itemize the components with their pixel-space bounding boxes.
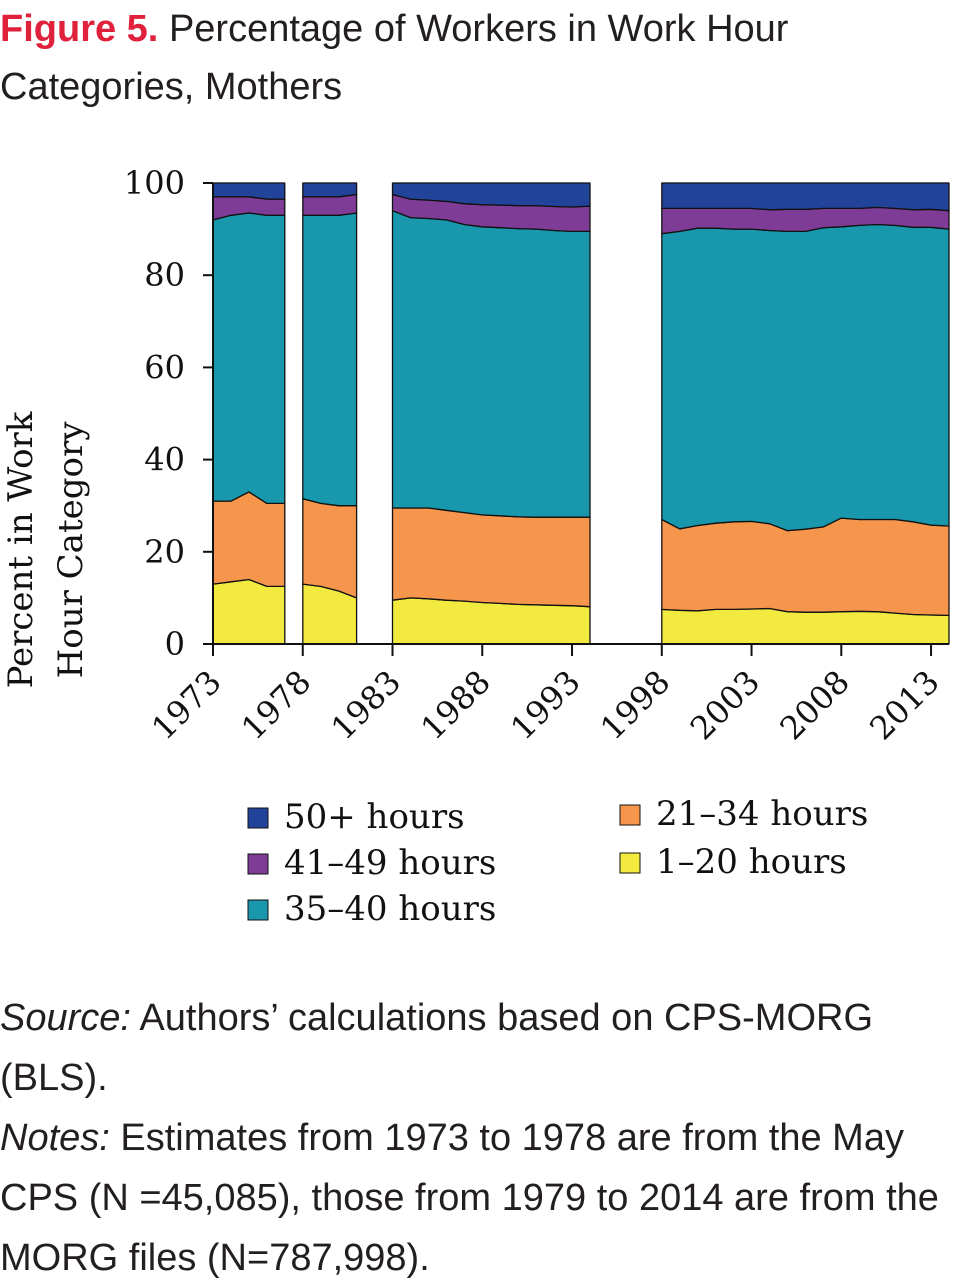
notes: Notes: Estimates from 1973 to 1978 are f… — [0, 1108, 950, 1288]
area-segment-3-series-2 — [391, 507, 591, 608]
area-segment-3-series-3 — [391, 210, 591, 518]
legend-label: 41–49 hours — [284, 843, 496, 883]
figure-title: Figure 5. Percentage of Workers in Work … — [0, 0, 950, 116]
area-segment-4-series-5 — [661, 182, 950, 212]
x-tick-label: 1973 — [144, 663, 228, 747]
legend-label: 50+ hours — [284, 797, 465, 837]
x-tick-label: 2003 — [683, 663, 767, 747]
legend-label: 1–20 hours — [656, 842, 847, 882]
y-tick-label: 40 — [144, 441, 185, 479]
y-tick-label: 60 — [144, 348, 185, 386]
area-segment-1-series-5 — [212, 182, 286, 200]
x-tick-label: 2008 — [772, 663, 856, 747]
y-tick-label: 100 — [124, 164, 185, 202]
caption: Source: Authors’ calculations based on C… — [0, 988, 950, 1288]
area-segment-1-series-1 — [212, 578, 286, 645]
legend-label: 21–34 hours — [656, 794, 868, 834]
legend-swatch — [247, 853, 269, 875]
y-axis-label-line-2: Hour Category — [51, 421, 91, 679]
legend-swatch — [619, 804, 641, 826]
source-note: Source: Authors’ calculations based on C… — [0, 988, 950, 1108]
area-segment-2-series-2 — [302, 498, 358, 599]
area-segment-3-series-5 — [391, 182, 591, 208]
area-segment-4-series-3 — [661, 223, 950, 532]
legend-swatch — [619, 852, 641, 874]
y-ticks: 0 20 40 60 80 100 — [124, 164, 213, 663]
legend-swatch — [247, 899, 269, 921]
legend-swatch — [247, 807, 269, 829]
figure-label: Figure 5. — [0, 8, 159, 50]
notes-label: Notes: — [0, 1117, 110, 1159]
x-tick-label: 1978 — [234, 663, 318, 747]
area-segment-2-series-4 — [302, 193, 358, 216]
y-tick-label: 80 — [144, 256, 185, 294]
area-segment-1-series-2 — [212, 491, 286, 588]
area-segment-2-series-5 — [302, 182, 358, 198]
legend: 50+ hours 41–49 hours 35–40 hours 21–34 hou… — [247, 794, 868, 929]
x-tick-label: 1998 — [593, 663, 677, 747]
figure-title-text: Percentage of Workers in Work Hour Categ… — [0, 8, 789, 108]
axes — [212, 183, 949, 645]
x-tick-label: 2013 — [862, 663, 946, 747]
source-text: Authors’ calculations based on CPS-MORG … — [0, 997, 874, 1099]
area-segment-4-series-2 — [661, 517, 950, 617]
y-axis-label-line-1: Percent in Work — [1, 411, 41, 688]
x-tick-label: 1983 — [324, 663, 408, 747]
notes-text: Estimates from 1973 to 1978 are from the… — [0, 1117, 939, 1279]
y-tick-label: 0 — [165, 625, 185, 663]
plot-areas — [212, 182, 950, 645]
legend-label: 35–40 hours — [284, 889, 496, 929]
y-tick-label: 20 — [144, 533, 185, 571]
x-ticks: 1973 1978 1983 1988 1993 1998 2003 2008 2013 — [144, 644, 947, 747]
source-label: Source: — [0, 997, 131, 1039]
area-segment-1-series-3 — [212, 212, 286, 505]
x-tick-label: 1993 — [503, 663, 587, 747]
x-tick-label: 1988 — [413, 663, 497, 747]
area-segment-2-series-3 — [302, 212, 358, 507]
